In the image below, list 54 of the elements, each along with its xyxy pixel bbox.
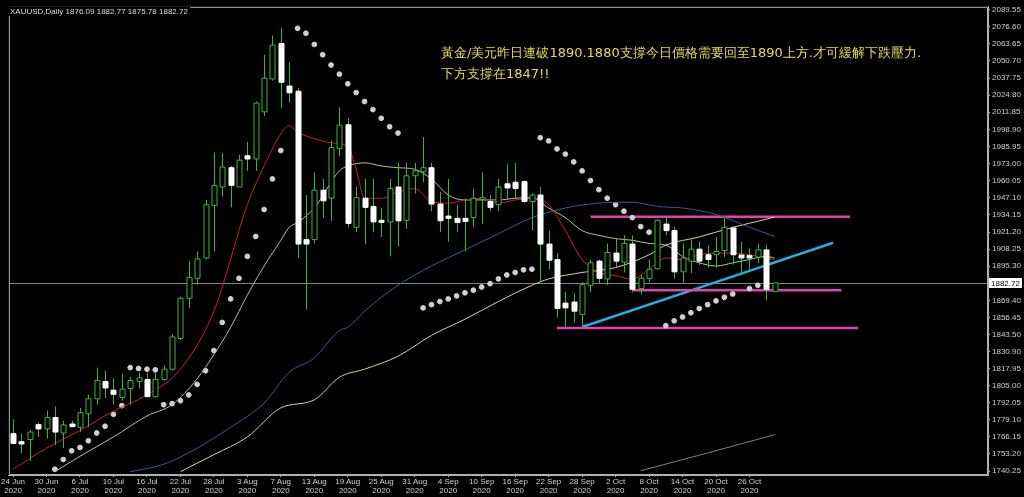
- x-tick-label: 16 Sep 2020: [502, 477, 529, 495]
- x-tick-label: 3 Aug 2020: [237, 477, 258, 495]
- y-tick-label: 2089.55: [992, 4, 1022, 14]
- y-tick-label: 1921.20: [992, 227, 1022, 237]
- x-tick-label: 4 Sep 2020: [437, 477, 460, 495]
- x-tick-label: 22 Jul 2020: [169, 477, 192, 495]
- x-tick-label: 16 Jul 2020: [136, 477, 158, 495]
- y-tick-label: 1869.40: [992, 295, 1022, 305]
- y-tick-label: 1792.05: [992, 397, 1022, 407]
- annotation: 下方支撐在1847!!: [441, 65, 550, 83]
- y-tick-label: 1960.05: [992, 175, 1022, 185]
- y-tick-label: 1998.90: [992, 124, 1022, 134]
- x-tick-label: 7 Aug 2020: [270, 477, 292, 495]
- x-tick-label: 6 Jul 2020: [71, 477, 90, 495]
- x-tick-label: 28 Sep 2020: [569, 477, 596, 495]
- y-tick-label: 1766.15: [992, 432, 1022, 442]
- y-tick-label: 1856.45: [992, 312, 1022, 322]
- y-tick-label: 1895.30: [992, 261, 1022, 271]
- y-tick-label: 2037.75: [992, 73, 1022, 83]
- x-tick-label: 19 Aug 2020: [335, 477, 361, 495]
- x-tick-label: 10 Sep 2020: [469, 477, 495, 495]
- ref-line-label: 1882.72: [991, 278, 1021, 288]
- x-tick-label: 13 Aug 2020: [301, 477, 327, 495]
- x-tick-label: 20 Oct 2020: [704, 477, 729, 495]
- x-tick-label: 24 Jun 2020: [1, 477, 26, 495]
- y-tick-label: 1779.10: [992, 414, 1022, 424]
- y-tick-label: 1934.15: [992, 210, 1022, 220]
- x-tick-label: 2 Oct 2020: [606, 477, 626, 495]
- x-tick-label: 22 Sep 2020: [535, 477, 562, 495]
- y-tick-label: 2011.85: [992, 107, 1021, 117]
- annotation: 黃金/美元昨日連破1890.1880支撐今日價格需要回至1890上方.才可緩解下跌壓力.: [441, 44, 922, 62]
- y-tick-label: 1947.10: [992, 193, 1022, 203]
- y-tick-label: 2076.60: [992, 21, 1022, 31]
- y-tick-label: 1985.95: [992, 141, 1022, 151]
- y-tick-label: 1830.90: [992, 346, 1022, 356]
- y-tick-label: 1753.20: [992, 449, 1022, 459]
- x-tick-label: 8 Oct 2020: [639, 477, 660, 495]
- x-tick-label: 25 Aug 2020: [368, 477, 394, 495]
- annotation: XAUUSD,Daily 1876.09 1882.77 1875.78 1882.72: [8, 7, 190, 16]
- y-tick-label: 1843.50: [992, 329, 1022, 339]
- y-tick-label: 2024.80: [992, 90, 1022, 100]
- y-tick-label: 2063.65: [992, 39, 1022, 49]
- y-tick-label: 1973.00: [992, 158, 1022, 168]
- x-tick-label: 10 Jul 2020: [102, 477, 125, 495]
- y-tick-label: 2050.70: [992, 56, 1022, 66]
- x-tick-label: 26 Oct 2020: [737, 477, 763, 495]
- y-tick-label: 1805.00: [992, 380, 1022, 390]
- x-tick-label: 28 Jul 2020: [203, 477, 225, 495]
- y-tick-label: 1817.95: [992, 363, 1022, 373]
- y-tick-label: 1908.25: [992, 244, 1022, 254]
- x-tick-label: 14 Oct 2020: [670, 477, 696, 495]
- x-tick-label: 30 Jun 2020: [34, 477, 59, 495]
- x-tick-label: 31 Aug 2020: [402, 477, 428, 495]
- y-tick-label: 1740.25: [992, 466, 1022, 476]
